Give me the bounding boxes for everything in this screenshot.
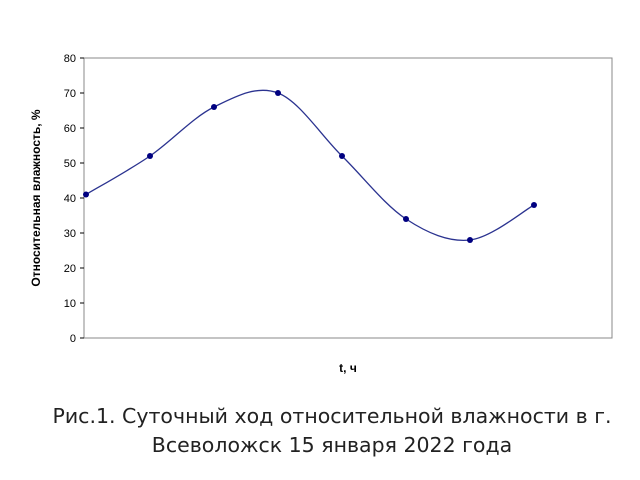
data-point	[467, 237, 473, 243]
y-tick-label: 50	[64, 158, 76, 170]
data-point	[275, 90, 281, 96]
y-axis-title: Относительная влажность, %	[29, 109, 43, 287]
figure-caption: Рис.1. Суточный ход относительной влажно…	[52, 404, 612, 457]
x-axis-title: t, ч	[339, 361, 357, 375]
data-point	[211, 104, 217, 110]
series-line	[85, 89, 535, 242]
plot-area	[83, 57, 613, 339]
data-point	[531, 202, 537, 208]
y-tick-label: 30	[64, 228, 76, 240]
data-point	[339, 153, 345, 159]
y-tick-label: 0	[70, 333, 76, 345]
data-point	[83, 191, 89, 198]
data-point	[147, 153, 153, 159]
y-tick-label: 10	[64, 298, 76, 310]
y-tick-label: 80	[64, 53, 76, 65]
y-tick-label: 40	[64, 193, 76, 205]
y-axis-ticks: 0 10 20 30 40 50 60 70 80	[64, 53, 84, 345]
y-tick-label: 60	[64, 123, 76, 135]
data-point	[403, 216, 409, 222]
series-markers	[83, 90, 537, 243]
y-tick-label: 20	[64, 263, 76, 275]
y-tick-label: 70	[64, 88, 76, 100]
humidity-line-chart: 0 10 20 30 40 50 60 70 80 t, ч Относительная вла…	[29, 53, 613, 375]
